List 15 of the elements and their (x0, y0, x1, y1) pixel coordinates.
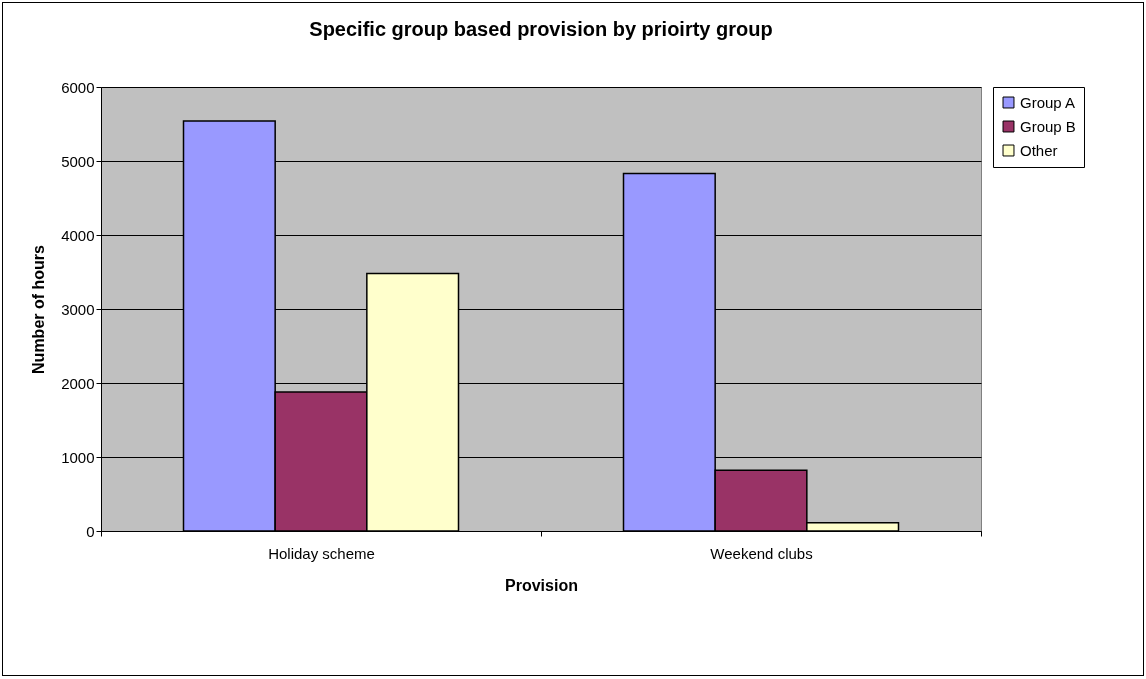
y-tick-label: 4000 (61, 226, 95, 244)
x-axis-title: Provision (505, 576, 578, 594)
chart-title: Specific group based provision by prioirty group (309, 18, 773, 40)
x-tick-label: Weekend clubs (710, 544, 813, 562)
y-tick-label: 3000 (61, 300, 95, 318)
y-tick-label: 6000 (61, 78, 95, 96)
y-tick-label: 5000 (61, 152, 95, 170)
legend-label: Other (1020, 141, 1058, 159)
y-tick-label: 1000 (61, 448, 95, 466)
y-tick-label: 2000 (61, 374, 95, 392)
legend-label: Group A (1020, 93, 1076, 111)
y-tick-label: 0 (86, 522, 95, 540)
y-axis-title: Number of hours (30, 244, 48, 374)
x-tick-label: Holiday scheme (268, 544, 375, 562)
legend-label: Group B (1020, 117, 1076, 135)
